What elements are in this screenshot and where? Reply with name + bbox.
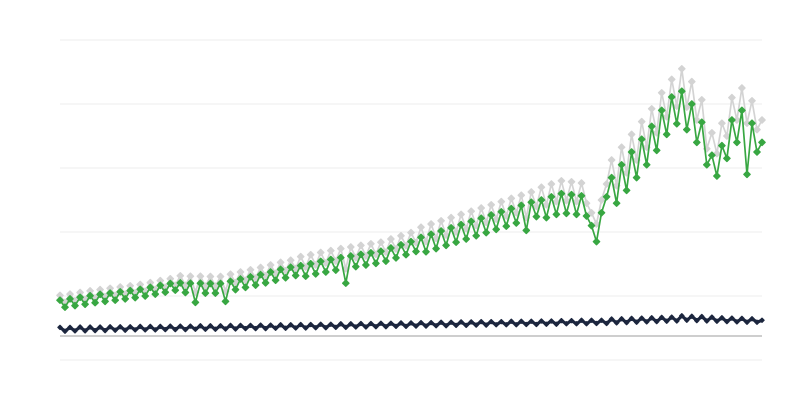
series-navy-markers bbox=[57, 313, 765, 334]
series-gray-markers bbox=[56, 65, 766, 307]
series-green-line bbox=[59, 90, 763, 309]
series-green-markers bbox=[56, 87, 766, 311]
